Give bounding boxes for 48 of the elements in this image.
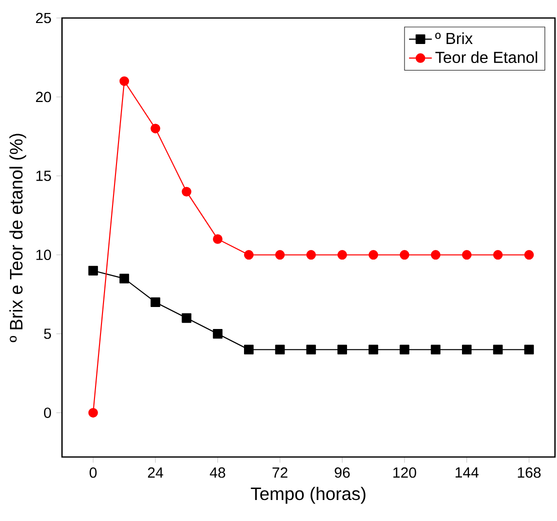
y-tick-label: 10 [36,250,52,260]
point [212,234,222,244]
point [400,344,410,354]
point [368,250,378,260]
legend-label: Teor de Etanol [435,51,538,64]
point [306,344,316,354]
point [244,250,254,260]
point [524,344,534,354]
point [337,344,348,354]
point [150,297,160,308]
x-tick-label: 48 [210,467,226,478]
y-tick-label: 5 [44,328,51,339]
y-tick-label: 20 [36,92,52,102]
point [430,344,440,354]
x-tick-label: 24 [148,467,164,478]
point [493,250,503,260]
y-tick-label: 0 [44,408,52,418]
x-tick-label: 120 [393,467,416,478]
point [368,344,378,354]
point [88,408,98,418]
point [430,250,440,260]
x-tick-label: 0 [90,467,97,478]
point [275,344,285,354]
point [275,250,285,260]
point [462,344,472,354]
y-tick-label: 15 [36,170,51,182]
point [182,313,192,323]
point [400,250,410,260]
point [462,250,472,260]
point [524,250,534,260]
x-tick-label: 168 [518,467,541,478]
point [212,329,222,339]
point [88,266,98,276]
point [182,186,192,196]
point [119,76,130,86]
point [150,124,160,134]
y-axis-title: º Brix e Teor de etanol (%) [9,134,26,342]
x-tick-label: 72 [272,467,288,478]
point [337,250,348,260]
point [244,344,254,354]
legend-label: º Brix [435,32,473,44]
x-tick-label: 144 [456,467,479,478]
point [306,250,316,260]
point [119,274,130,284]
y-tick-label: 25 [36,12,51,24]
x-tick-label: 96 [334,467,350,478]
x-axis-title: Tempo (horas) [250,486,366,504]
point [493,344,503,354]
